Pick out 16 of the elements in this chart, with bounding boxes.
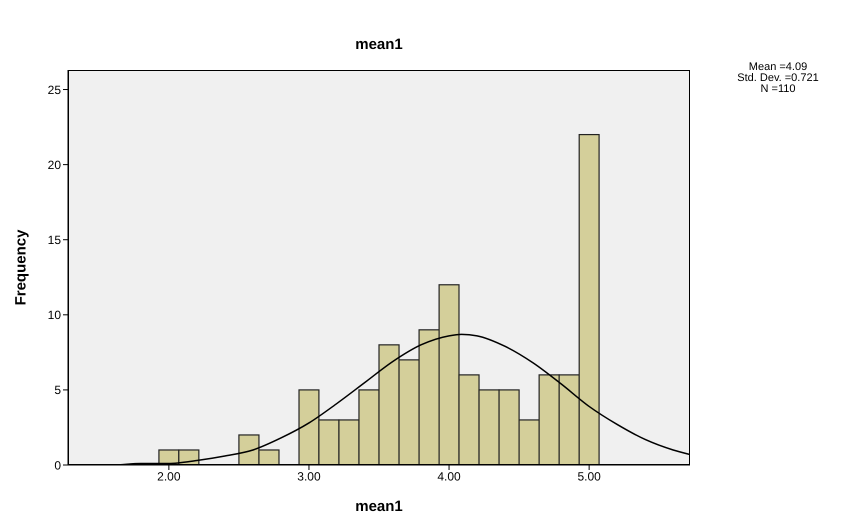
y-tick-label: 0 xyxy=(54,458,62,472)
y-tick-label: 5 xyxy=(54,383,62,398)
y-axis-title: Frequency xyxy=(12,228,30,306)
x-tick-label: 2.00 xyxy=(157,470,181,484)
y-tick-label: 25 xyxy=(48,82,62,97)
x-tick-label: 3.00 xyxy=(297,470,321,484)
y-tick-label: 10 xyxy=(48,308,62,322)
x-axis-title: mean1 xyxy=(355,498,403,515)
x-tick-label: 4.00 xyxy=(437,470,462,484)
x-tick-label: 5.00 xyxy=(577,470,602,484)
text: Std. Dev. =0.721 xyxy=(736,72,820,84)
text: N =110 xyxy=(760,83,796,95)
text: Mean =4.09 xyxy=(748,61,808,73)
y-tick-label: 15 xyxy=(48,232,62,247)
y-tick-label: 20 xyxy=(48,158,62,172)
chart-title: mean1 xyxy=(354,36,404,53)
